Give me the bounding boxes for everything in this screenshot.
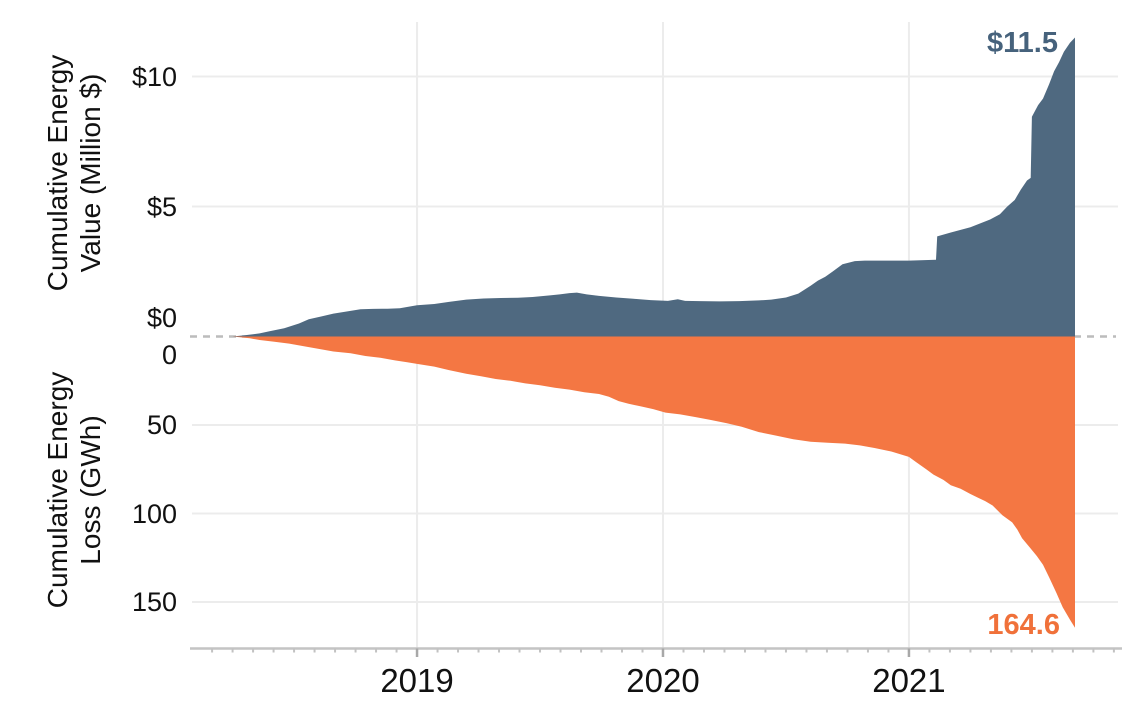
gridlines-group xyxy=(192,22,1118,648)
x-axis-ticks-group xyxy=(211,648,1115,657)
y-tick-label-loss-100: 100 xyxy=(131,498,177,529)
value-area-series xyxy=(232,37,1076,337)
x-tick-label-2021: 2021 xyxy=(872,662,946,699)
y-tick-label-loss-50: 50 xyxy=(146,410,177,440)
y-tick-label-value-10: $10 xyxy=(131,61,177,92)
loss-axis-title-line2: Loss (GWh) xyxy=(75,415,106,565)
y-tick-label-loss-150: 150 xyxy=(131,587,177,617)
loss-end-annotation: 164.6 xyxy=(987,609,1060,641)
loss-axis-title: Cumulative Energy Loss (GWh) xyxy=(41,300,107,680)
loss-area-series xyxy=(232,336,1076,628)
loss-axis-title-line1: Cumulative Energy xyxy=(42,371,73,609)
y-tick-label-value-0: $0 xyxy=(146,302,177,333)
y-tick-label-loss-0: 0 xyxy=(161,339,177,370)
value-end-annotation: $11.5 xyxy=(987,27,1058,59)
y-tick-label-value-5: $5 xyxy=(146,191,177,222)
x-tick-label-2019: 2019 xyxy=(380,662,454,699)
x-tick-label-2020: 2020 xyxy=(626,662,700,699)
